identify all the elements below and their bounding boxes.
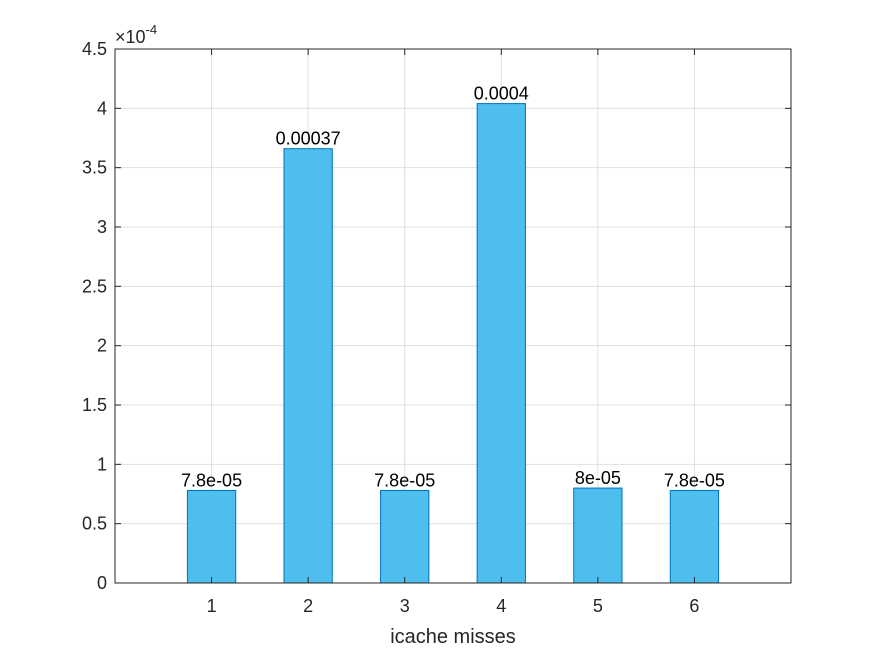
data-label-5: 8e-05	[575, 468, 621, 488]
axes-box	[114, 48, 792, 584]
data-label-3: 7.8e-05	[374, 470, 435, 490]
y-exponent-power: -4	[146, 22, 158, 37]
bar-6	[669, 489, 720, 584]
bars	[186, 103, 720, 584]
y-tick-label: 4	[97, 98, 107, 118]
bar-3	[380, 489, 430, 584]
bar-2	[283, 148, 333, 584]
y-exponent-base: ×10	[115, 27, 146, 47]
x-tick-label: 1	[207, 596, 217, 616]
y-tick-label: 4.5	[82, 39, 107, 59]
y-exponent-label: ×10-4	[115, 22, 157, 47]
y-tick-label: 1	[97, 454, 107, 474]
y-tick-label: 2.5	[82, 276, 107, 296]
data-label-4: 0.0004	[474, 84, 529, 104]
y-tick-label: 1.5	[82, 395, 107, 415]
y-tick-label: 3	[97, 217, 107, 237]
y-tick-label: 3.5	[82, 158, 107, 178]
x-tick-label: 2	[303, 596, 313, 616]
bar-1	[186, 489, 237, 584]
x-tick-label: 6	[689, 596, 699, 616]
x-tick-label: 3	[400, 596, 410, 616]
data-label-1: 7.8e-05	[181, 470, 242, 490]
x-tick-labels: 1 2 3 4 5 6	[207, 596, 700, 616]
y-tick-labels: 0 0.5 1 1.5 2 2.5 3 3.5 4 4.5	[82, 39, 107, 593]
y-tick-label: 2	[97, 336, 107, 356]
x-axis-label: icache misses	[390, 626, 516, 648]
data-label-6: 7.8e-05	[664, 470, 725, 490]
bar-5	[573, 487, 623, 584]
data-labels: 7.8e-05 0.00037 7.8e-05 0.0004 8e-05 7.8e-05	[181, 84, 725, 491]
data-label-2: 0.00037	[276, 129, 341, 149]
y-tick-label: 0.5	[82, 514, 107, 534]
bar-4	[476, 103, 526, 584]
x-tick-label: 4	[496, 596, 506, 616]
y-tick-label: 0	[97, 573, 107, 593]
x-tick-label: 5	[593, 596, 603, 616]
tick-marks	[115, 48, 791, 584]
